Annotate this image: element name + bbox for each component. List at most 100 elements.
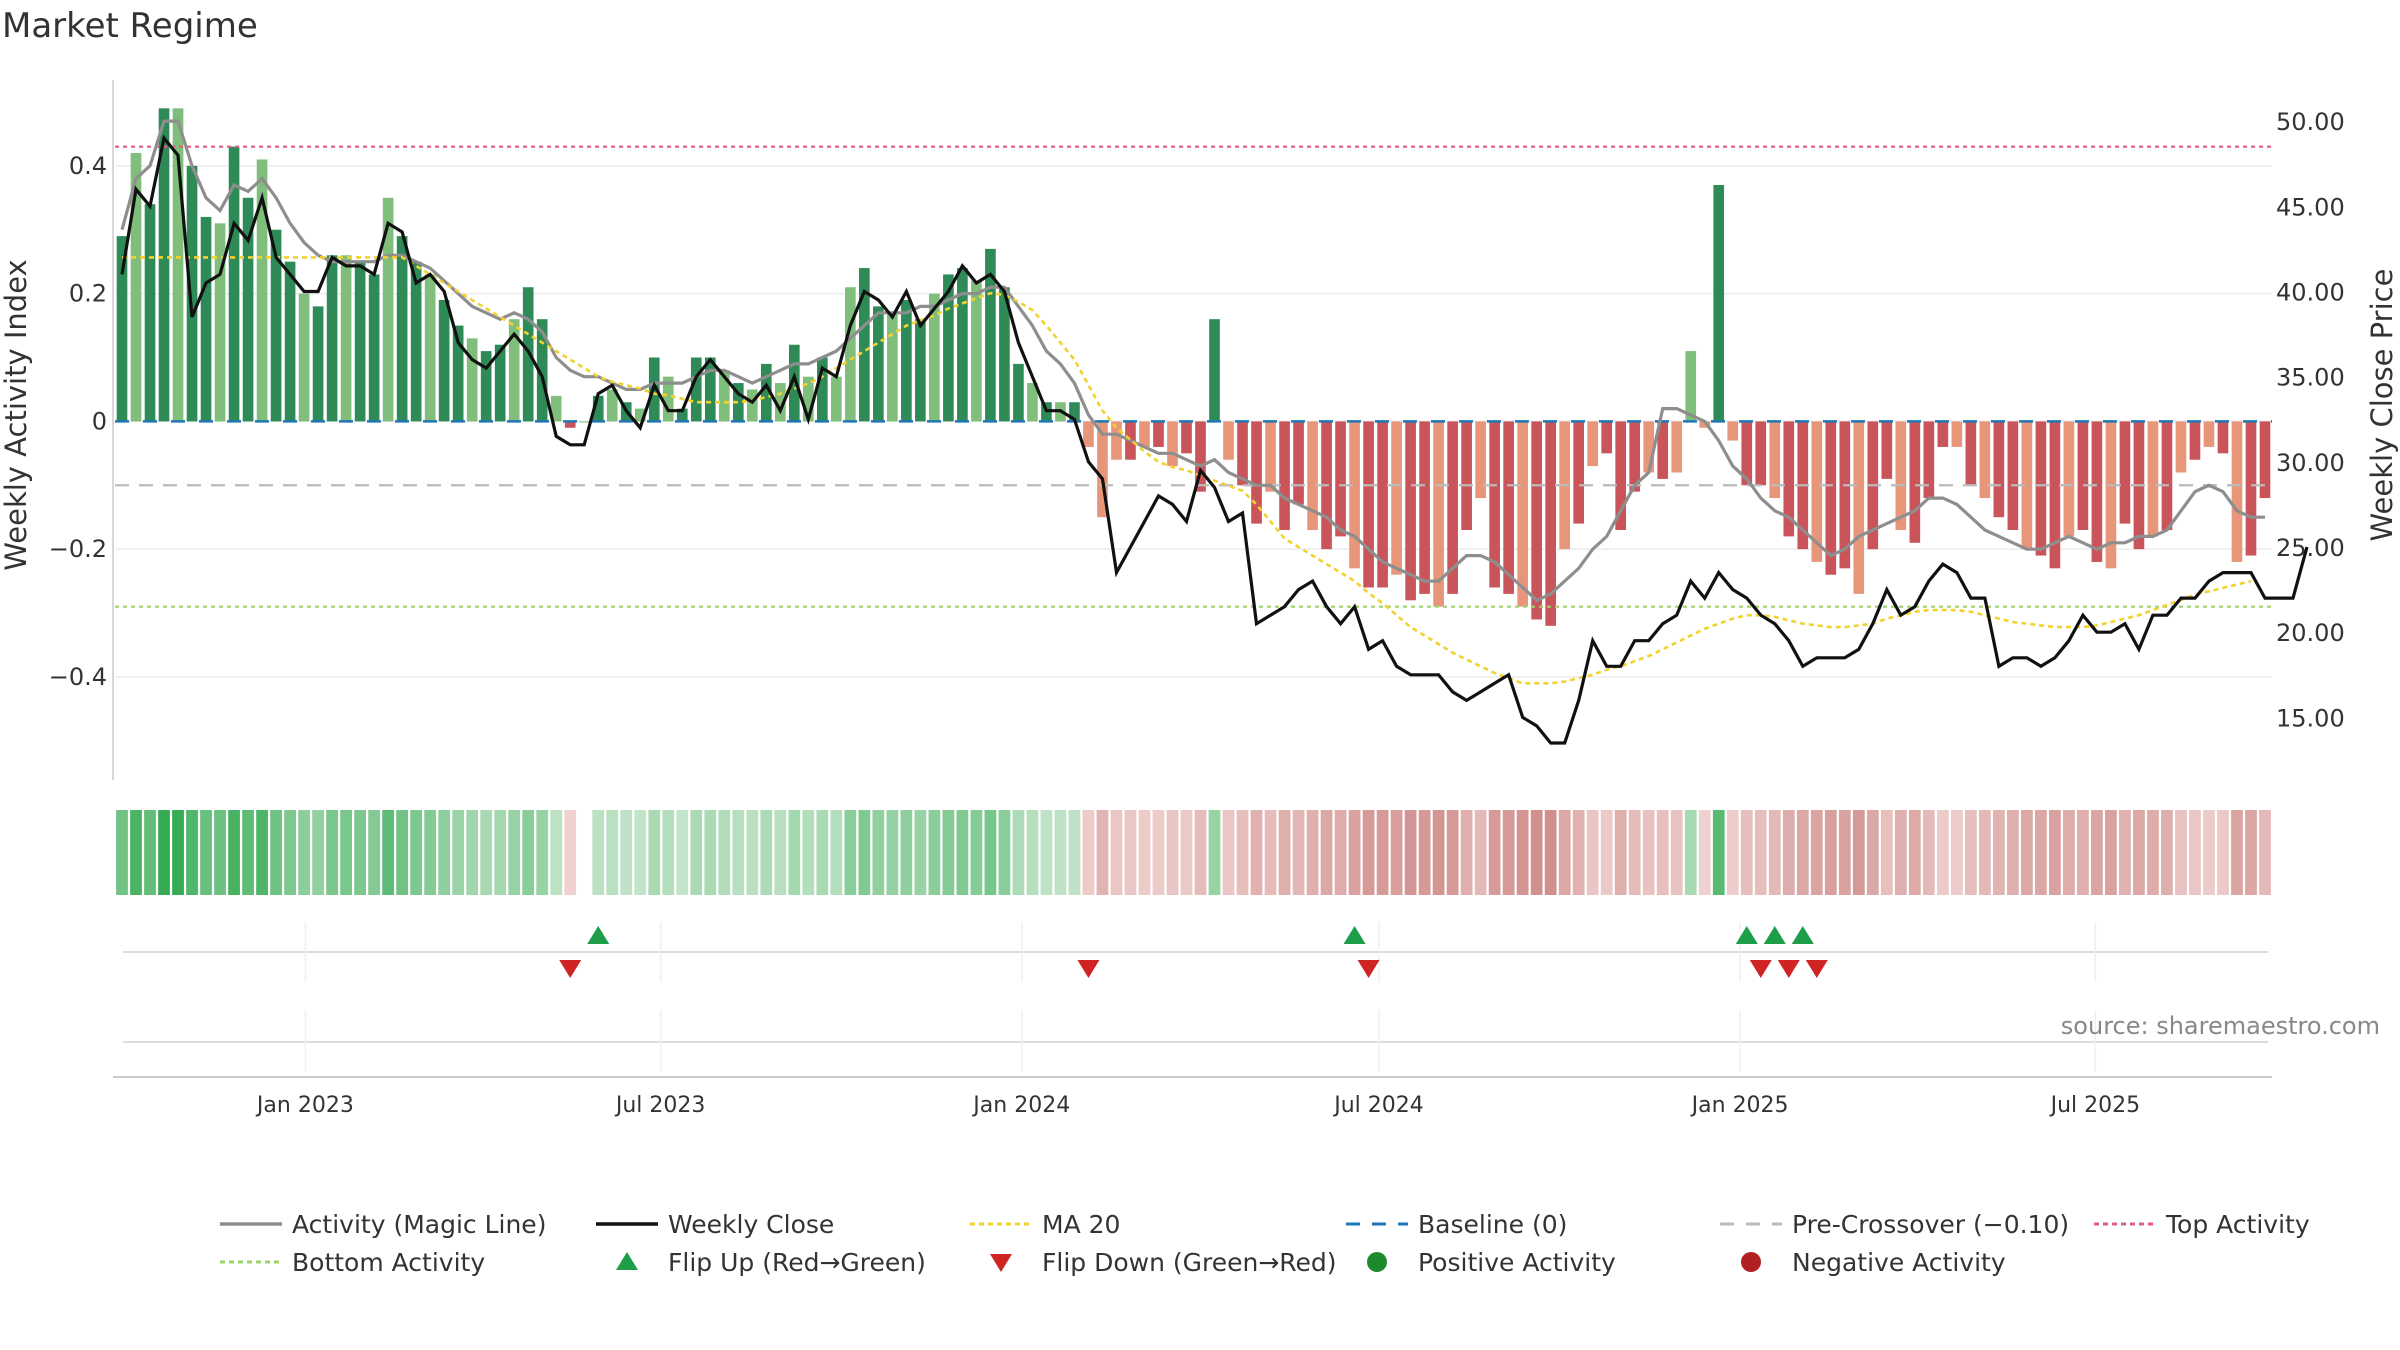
regime-strip-cell	[242, 810, 254, 895]
regime-strip-cell	[760, 810, 773, 895]
regime-strip-cell	[984, 810, 997, 895]
activity-bar	[1755, 421, 1767, 486]
activity-bar	[284, 261, 296, 422]
regime-strip-cell	[1670, 810, 1683, 895]
activity-bar	[592, 395, 604, 422]
legend-item-top: Top Activity	[2094, 1210, 2310, 1239]
activity-bar	[1699, 421, 1711, 428]
regime-strip-cell	[1642, 810, 1655, 895]
activity-bar	[1349, 421, 1360, 569]
legend-label: Activity (Magic Line)	[292, 1210, 546, 1239]
regime-strip-cell	[1586, 810, 1599, 895]
activity-bar	[1713, 185, 1725, 422]
activity-bar	[1993, 421, 2005, 518]
activity-bar	[1391, 421, 1402, 575]
activity-bar	[774, 383, 786, 422]
regime-strip-cell	[1040, 810, 1053, 895]
regime-strip-cell	[1754, 810, 1767, 895]
activity-bar	[1643, 421, 1655, 473]
regime-strip-cell	[620, 810, 633, 895]
regime-strip-cell	[312, 810, 324, 895]
activity-bar	[1279, 421, 1290, 530]
activity-bar	[1027, 383, 1038, 422]
activity-bar	[2161, 421, 2173, 530]
flip-up-marker	[587, 926, 610, 944]
legend-item-neg: Negative Activity	[1741, 1248, 2006, 1277]
activity-bar	[1881, 421, 1893, 479]
activity-bar	[929, 293, 940, 422]
regime-strip-cell	[1320, 810, 1333, 895]
regime-strip-cell	[158, 810, 170, 895]
activity-bar	[1895, 421, 1907, 530]
regime-strip-cell	[1964, 810, 1977, 895]
activity-bar	[1265, 421, 1276, 492]
regime-strip-cell	[1166, 810, 1179, 895]
legend-label: Baseline (0)	[1418, 1210, 1567, 1239]
activity-bar	[1083, 421, 1094, 447]
activity-bar	[1923, 421, 1935, 499]
right-tick-label: 20.00	[2276, 619, 2345, 647]
activity-bar	[985, 248, 996, 422]
regime-strip-cell	[746, 810, 759, 895]
activity-bar	[1251, 421, 1262, 524]
regime-strip-cell	[1460, 810, 1473, 895]
regime-strip-cell	[1936, 810, 1949, 895]
right-tick-label: 25.00	[2276, 534, 2345, 562]
right-tick-label: 45.00	[2276, 193, 2345, 221]
activity-bar	[2147, 421, 2159, 537]
regime-strip-cell	[1026, 810, 1039, 895]
regime-strip-cell	[298, 810, 310, 895]
regime-strip-cell	[116, 810, 128, 895]
regime-strip-cell	[2105, 810, 2117, 895]
right-tick-label: 15.00	[2276, 704, 2345, 732]
magic-line	[120, 119, 2265, 603]
left-axis-title: Weekly Activity Index	[0, 259, 33, 570]
activity-bar	[788, 344, 800, 422]
regime-strip-cell	[592, 810, 605, 895]
weekly-close-line	[120, 134, 2309, 745]
legend-label: Positive Activity	[1418, 1248, 1616, 1277]
regime-strip-cell	[2021, 810, 2033, 895]
regime-strip-cell	[606, 810, 619, 895]
activity-bar	[1419, 421, 1430, 594]
activity-bar	[298, 293, 310, 422]
regime-strip-cell	[2091, 810, 2103, 895]
activity-bar	[943, 274, 954, 422]
regime-strip-cell	[2035, 810, 2047, 895]
legend-item-pos: Positive Activity	[1367, 1248, 1616, 1277]
activity-bar	[270, 229, 282, 422]
regime-strip-cell	[1516, 810, 1529, 895]
regime-strip-cell	[774, 810, 787, 895]
flip-down-marker	[1777, 960, 1800, 978]
legend-item-flipup: Flip Up (Red→Green)	[616, 1248, 926, 1277]
left-tick-label: −0.4	[49, 663, 107, 691]
regime-strip-cell	[690, 810, 703, 895]
regime-strip-cell	[788, 810, 801, 895]
activity-bar	[494, 344, 506, 422]
regime-strip-cell	[1488, 810, 1501, 895]
activity-bar	[578, 421, 590, 423]
activity-bar	[550, 395, 562, 422]
regime-strip-cell	[1446, 810, 1459, 895]
regime-strip-cell	[1152, 810, 1165, 895]
regime-strip-cell	[1698, 810, 1711, 895]
regime-strip-cell	[2133, 810, 2145, 895]
flip-up-marker	[1791, 926, 1814, 944]
source-note: source: sharemaestro.com	[2060, 1012, 2380, 1040]
activity-bar	[690, 357, 702, 422]
activity-bar	[1461, 421, 1472, 530]
regime-strip-cell	[382, 810, 395, 895]
legend-swatch	[1741, 1252, 1761, 1272]
regime-strip-cell	[2217, 810, 2229, 895]
activity-bar	[382, 197, 394, 422]
activity-bar	[480, 351, 492, 422]
regime-strip-cell	[1684, 810, 1697, 895]
activity-bar	[326, 255, 338, 422]
regime-strip-cell	[956, 810, 969, 895]
activity-bar	[2119, 421, 2131, 524]
activity-bar	[172, 108, 184, 422]
activity-bar	[214, 223, 226, 422]
regime-strip-cell	[452, 810, 465, 895]
right-tick-label: 30.00	[2276, 449, 2345, 477]
